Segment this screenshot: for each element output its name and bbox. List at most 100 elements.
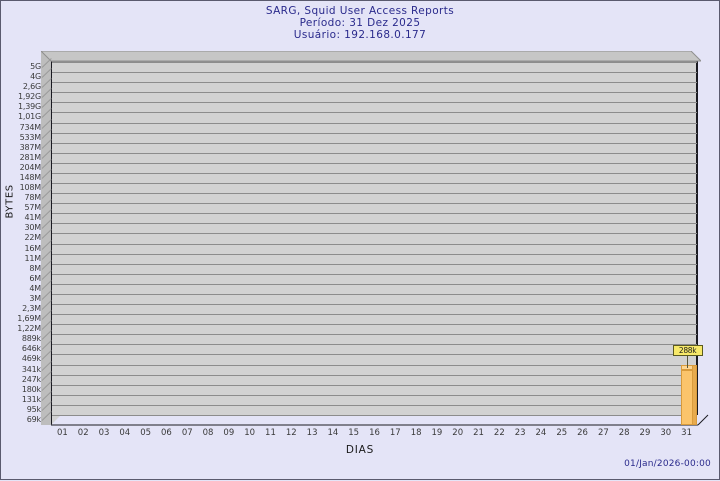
y-axis-tick-label: 131k (21, 395, 41, 404)
y-axis-tick-label: 108M (19, 183, 42, 192)
y-axis-tick-label: 1,22M (17, 324, 41, 333)
x-axis-tick-label: 31 (681, 428, 692, 438)
y-axis-tick-label: 78M (24, 193, 42, 202)
y-axis-tick-label: 69k (26, 415, 41, 424)
y-axis-tick-label: 4M (29, 284, 41, 293)
gridline (52, 294, 697, 295)
x-axis-title: DIAS (345, 444, 375, 456)
y-axis-tick-label: 148M (19, 173, 42, 182)
y-axis-tick-label: 95k (26, 405, 41, 414)
gridline (52, 324, 697, 325)
y-axis-tick-label: 1,01G (17, 112, 41, 121)
x-axis-tick-label: 09 (223, 428, 235, 438)
gridline (52, 415, 697, 416)
plot-left-wall (41, 51, 52, 425)
gridline (52, 133, 697, 134)
x-axis-tick-label: 07 (181, 428, 193, 438)
bar-front-face[interactable] (681, 370, 693, 425)
x-axis-tick-label: 08 (202, 428, 214, 438)
y-axis-tick-label: 3M (29, 294, 41, 303)
y-axis-tick-label: 646k (21, 344, 41, 353)
x-axis-tick-label: 12 (285, 428, 297, 438)
gridline (52, 102, 697, 103)
y-axis-labels: 69k 95k 131k 180k 247k 341k 469k 646k 889k 1,22M 1… (1, 1, 41, 481)
y-axis-tick-label: 281M (19, 153, 42, 162)
gridline (52, 153, 697, 154)
report-user: Usuário: 192.168.0.177 (293, 29, 427, 42)
x-axis-tick-label: 21 (473, 428, 484, 438)
x-axis-tick-label: 02 (77, 428, 89, 438)
gridline (52, 213, 697, 214)
y-axis-tick-label: 57M (24, 203, 42, 212)
x-axis-tick-label: 10 (244, 428, 256, 438)
y-axis-tick-label: 387M (19, 143, 42, 152)
gridline (52, 62, 697, 63)
y-axis-tick-label: 11M (24, 254, 42, 263)
x-axis-tick-label: 03 (98, 428, 110, 438)
y-axis-tick-label: 16M (24, 244, 42, 253)
page-title: SARG, Squid User Access Reports (265, 5, 455, 17)
x-axis-tick-label: 14 (327, 428, 339, 438)
y-axis-tick-label: 889k (21, 334, 41, 343)
gridline (52, 334, 697, 335)
gridline (52, 183, 697, 184)
gridline (52, 163, 697, 164)
y-axis-tick-label: 204M (19, 163, 42, 172)
x-axis-labels: 01 02 03 04 05 06 07 08 09 10 11 12 13 14 15 16 17 18 19 20… (1, 428, 719, 442)
gridline (52, 274, 697, 275)
gridline (52, 92, 697, 93)
x-axis-tick-label: 26 (577, 428, 588, 438)
y-axis-tick-label: 341k (21, 365, 41, 374)
plot-area (51, 61, 698, 425)
gridline (52, 112, 697, 113)
x-axis-tick-label: 28 (618, 428, 630, 438)
gridline (52, 375, 697, 376)
x-axis-tick-label: 23 (514, 428, 526, 438)
x-axis-tick-label: 05 (140, 428, 152, 438)
gridline (52, 193, 697, 194)
x-axis-tick-label: 15 (348, 428, 360, 438)
gridline (52, 223, 697, 224)
gridline (52, 82, 697, 83)
x-axis-tick-label: 22 (493, 428, 505, 438)
gridline (52, 365, 697, 366)
y-axis-tick-label: 22M (24, 233, 42, 242)
y-axis-tick-label: 533M (19, 133, 42, 142)
gridline (52, 395, 697, 396)
gridline (52, 72, 697, 73)
x-axis-tick-label: 01 (56, 428, 68, 438)
y-axis-title: BYTES (4, 184, 16, 219)
gridline (52, 123, 697, 124)
gridline (52, 244, 697, 245)
x-axis-tick-label: 11 (265, 428, 276, 438)
x-axis-tick-label: 24 (535, 428, 547, 438)
x-axis-tick-label: 29 (639, 428, 651, 438)
report-period: Período: 31 Dez 2025 (299, 17, 421, 30)
x-axis-tick-label: 20 (452, 428, 464, 438)
y-axis-tick-label: 4G (30, 72, 41, 81)
gridline (52, 143, 697, 144)
generated-timestamp: 01/Jan/2026-00:00 (624, 459, 711, 469)
gridline (52, 284, 697, 285)
gridline (52, 385, 697, 386)
x-axis-tick-label: 17 (389, 428, 401, 438)
x-axis-tick-label: 06 (161, 428, 172, 438)
y-axis-tick-label: 8M (29, 264, 41, 273)
x-axis-tick-label: 19 (431, 428, 443, 438)
gridline (52, 405, 697, 406)
y-axis-tick-label: 734M (19, 123, 42, 132)
y-axis-tick-label: 1,39G (17, 102, 41, 111)
y-axis-tick-label: 6M (29, 274, 41, 283)
y-axis-tick-label: 469k (21, 354, 41, 363)
y-axis-tick-label: 30M (24, 223, 42, 232)
x-axis-tick-label: 04 (119, 428, 131, 438)
x-axis-tick-label: 30 (660, 428, 672, 438)
gridline (52, 354, 697, 355)
x-axis-tick-label: 27 (597, 428, 609, 438)
x-axis-tick-label: 25 (556, 428, 568, 438)
gridline (52, 264, 697, 265)
x-axis-tick-label: 16 (369, 428, 380, 438)
y-axis-tick-label: 247k (21, 375, 41, 384)
chart-title-block: SARG, Squid User Access Reports Período:… (1, 5, 719, 42)
